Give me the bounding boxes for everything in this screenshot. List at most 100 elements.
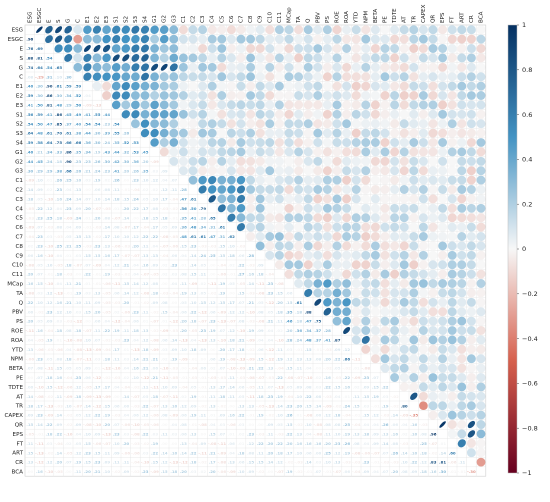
cell-value-label: .22	[151, 450, 158, 455]
cell-value-label: .02	[161, 356, 168, 361]
cell-value-label: -.12	[266, 347, 275, 352]
cell-ellipse-mark	[457, 62, 467, 72]
cell-value-label: -.13	[275, 385, 284, 390]
cell-ellipse-mark	[361, 166, 371, 176]
cell-ellipse-mark	[476, 316, 486, 326]
cell-ellipse-mark	[438, 62, 448, 72]
row-label: CR	[15, 460, 23, 466]
cell-ellipse-mark	[303, 185, 313, 194]
cell-value-label: .09	[103, 460, 110, 465]
cell-ellipse-mark	[313, 213, 323, 223]
cell-value-label: -.10	[45, 244, 54, 249]
cell-ellipse-mark	[246, 81, 256, 91]
cell-ellipse-mark	[457, 166, 467, 176]
cell-ellipse-mark	[361, 326, 371, 335]
cell-value-label: .21	[142, 356, 149, 361]
cell-ellipse-mark	[370, 138, 380, 147]
cell-ellipse-mark	[466, 448, 476, 458]
cell-ellipse-mark	[428, 25, 438, 35]
cell-ellipse-mark	[447, 128, 457, 138]
cell-ellipse-mark	[457, 119, 467, 129]
cell-ellipse-mark	[159, 53, 169, 63]
cell-value-label: .18	[257, 272, 264, 277]
cell-ellipse-mark	[466, 373, 476, 382]
cell-ellipse-mark	[399, 25, 409, 35]
cell-ellipse-mark	[476, 260, 486, 270]
cell-value-label: -.01	[122, 187, 131, 192]
cell-ellipse-mark	[418, 363, 428, 373]
cell-value-label: -.02	[35, 309, 44, 314]
cell-value-label: .08	[180, 422, 187, 427]
cell-ellipse-mark	[140, 119, 150, 128]
cell-value-label: -.03	[112, 272, 121, 277]
cell-ellipse-mark	[418, 391, 428, 401]
cell-value-label: .23	[113, 432, 120, 437]
cell-value-label: .09	[94, 432, 101, 437]
cell-ellipse-mark	[246, 203, 256, 213]
cell-ellipse-mark	[418, 72, 428, 82]
cell-value-label: .22	[46, 422, 53, 427]
cell-ellipse-mark	[294, 194, 304, 204]
cell-ellipse-mark	[380, 53, 390, 63]
cell-value-label: -.12	[54, 385, 63, 390]
cell-ellipse-mark	[351, 185, 361, 194]
cell-ellipse-mark	[294, 25, 304, 35]
cell-value-label: .66	[65, 140, 72, 145]
cell-value-label: .21	[122, 262, 129, 267]
cell-value-label: .24	[295, 338, 302, 343]
cell-ellipse-mark	[476, 382, 486, 392]
cell-ellipse-mark	[418, 53, 428, 63]
cell-ellipse-mark	[342, 175, 352, 185]
cell-ellipse-mark	[476, 288, 486, 298]
column-label: PE	[383, 16, 389, 23]
row-label: PBV	[12, 310, 23, 316]
cell-value-label: -.03	[64, 272, 73, 277]
cell-ellipse-mark	[418, 241, 428, 251]
cell-ellipse-mark	[380, 241, 390, 251]
cell-ellipse-mark	[390, 307, 400, 317]
cell-value-label: .16	[74, 178, 81, 183]
cell-ellipse-mark	[409, 81, 419, 91]
cell-value-label: .17	[228, 347, 235, 352]
cell-value-label: .22	[151, 234, 158, 239]
cell-ellipse-mark	[102, 62, 112, 72]
cell-value-label: .18	[46, 432, 53, 437]
cell-ellipse-mark	[351, 72, 361, 82]
cell-ellipse-mark	[409, 194, 419, 204]
cell-value-label: .15	[94, 450, 101, 455]
cell-value-label: .22	[55, 432, 62, 437]
cell-ellipse-mark	[284, 91, 294, 100]
cell-ellipse-mark	[390, 166, 400, 176]
cell-ellipse-mark	[476, 53, 486, 63]
cell-value-label: .06	[180, 309, 187, 314]
cell-ellipse-mark	[466, 156, 476, 166]
cell-value-label: .04	[334, 394, 341, 399]
cell-ellipse-mark	[476, 166, 486, 176]
cell-ellipse-mark	[351, 53, 361, 63]
cell-ellipse-mark	[265, 34, 275, 44]
cell-value-label: -.02	[208, 291, 217, 296]
cell-value-label: -.02	[218, 403, 227, 408]
cell-ellipse-mark	[428, 91, 438, 100]
cell-ellipse-mark	[303, 213, 313, 223]
cell-ellipse-mark	[178, 166, 188, 176]
cell-value-label: .23	[132, 178, 139, 183]
cell-value-label: .13	[228, 460, 235, 465]
cell-value-label: .23	[132, 309, 139, 314]
cell-ellipse-mark	[447, 241, 457, 251]
cell-ellipse-mark	[466, 363, 476, 373]
cell-value-label: .02	[161, 262, 168, 267]
cell-ellipse-mark	[351, 241, 361, 251]
cell-ellipse-mark	[314, 298, 322, 306]
cell-ellipse-mark	[141, 63, 149, 72]
cell-value-label: .08	[238, 319, 245, 324]
row-label: E1	[16, 84, 24, 90]
cell-ellipse-mark	[131, 110, 140, 119]
cell-value-label: -.10	[35, 385, 44, 390]
cell-ellipse-mark	[399, 175, 409, 185]
cell-value-label: .45	[36, 159, 43, 164]
row-label: NPM	[11, 357, 24, 363]
cell-ellipse-mark	[294, 138, 304, 147]
cell-value-label: .12	[209, 300, 216, 305]
cell-value-label: -.04	[141, 225, 150, 230]
